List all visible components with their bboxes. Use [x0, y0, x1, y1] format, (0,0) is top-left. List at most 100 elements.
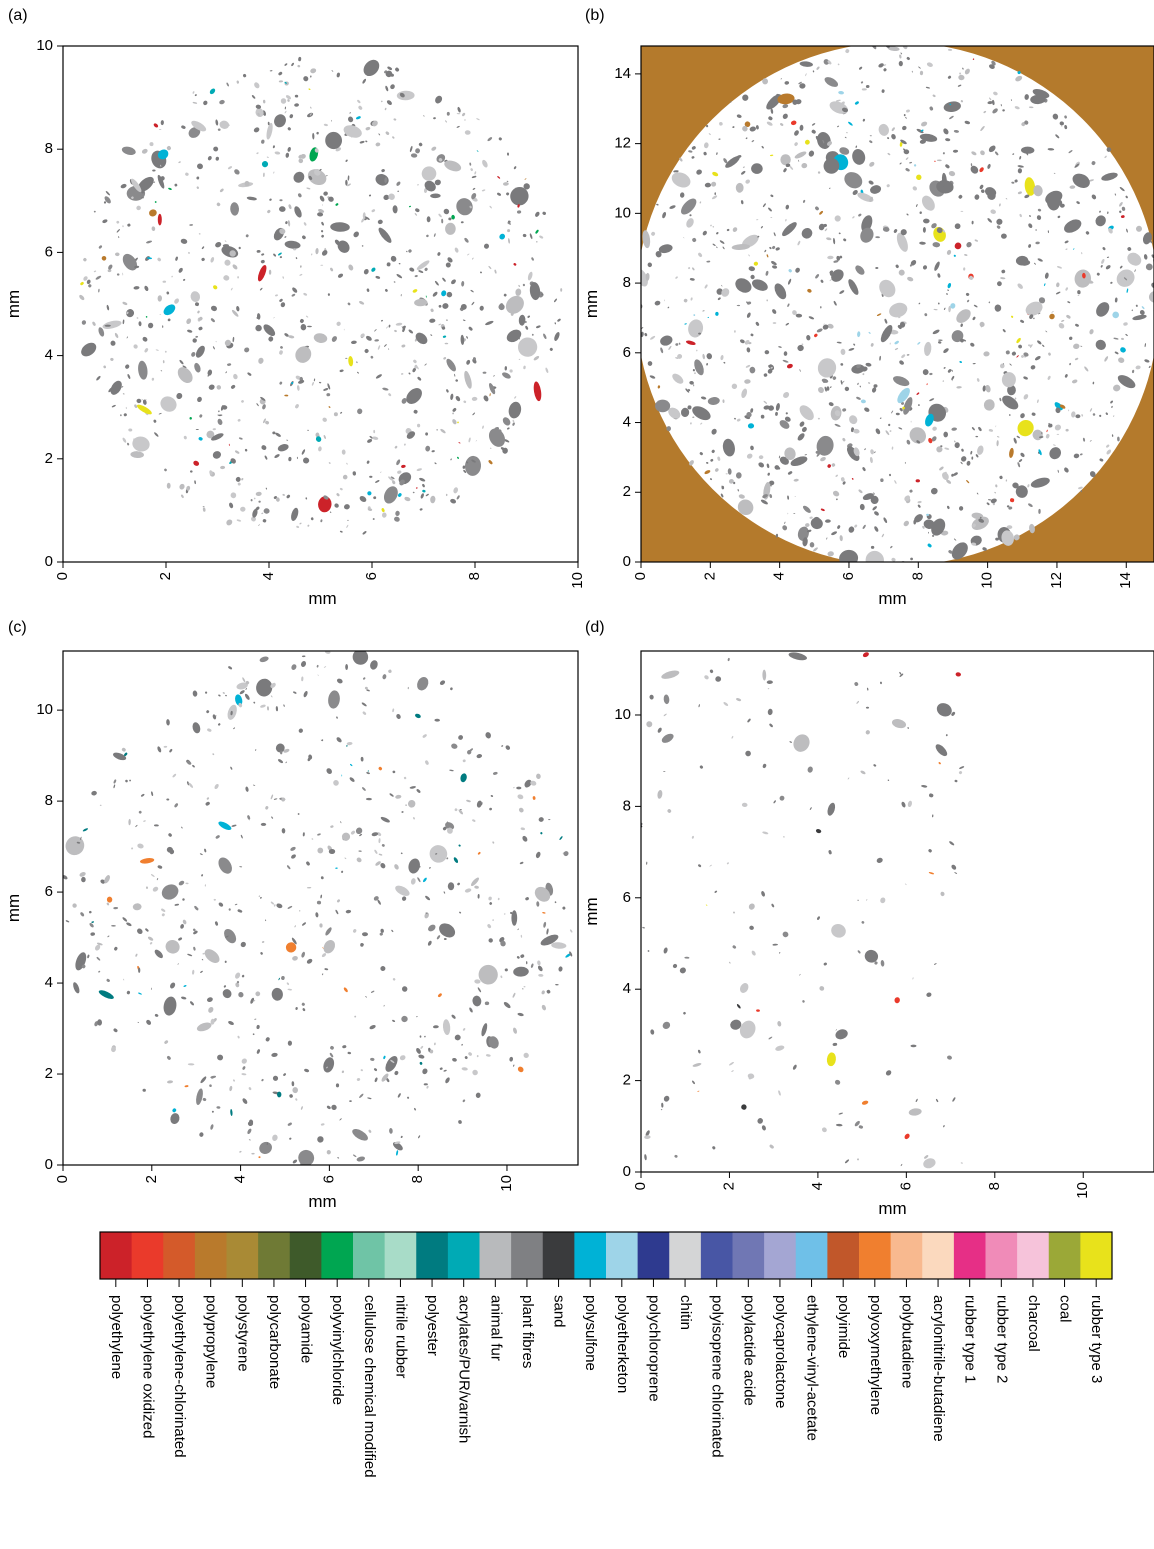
particle	[270, 901, 275, 905]
particle	[279, 228, 286, 235]
particle	[446, 291, 453, 298]
particle	[245, 786, 249, 792]
particle	[164, 1040, 169, 1044]
particle	[675, 357, 679, 359]
particle	[1020, 413, 1025, 419]
particle	[399, 92, 405, 98]
x-tick-label: 12	[1048, 572, 1065, 589]
particle	[187, 781, 190, 786]
particle	[337, 899, 340, 903]
particle	[1033, 185, 1043, 197]
particle	[373, 896, 379, 901]
particle	[187, 953, 193, 957]
particle	[1080, 345, 1083, 347]
particle	[1144, 343, 1146, 348]
legend-label: polyetherketon	[614, 1295, 631, 1393]
particle	[110, 357, 114, 361]
particle	[822, 324, 829, 330]
particle	[760, 499, 768, 505]
particle	[947, 282, 952, 289]
particle	[193, 930, 198, 935]
particle	[284, 236, 287, 238]
particle	[507, 222, 512, 225]
particle	[506, 152, 510, 156]
particle	[207, 156, 212, 161]
particle	[951, 427, 957, 431]
particle	[782, 222, 797, 237]
particle	[957, 84, 962, 87]
particle	[517, 1066, 524, 1073]
particle	[153, 419, 157, 423]
particle	[325, 927, 332, 936]
particle	[1120, 215, 1125, 219]
particle	[869, 456, 873, 464]
particle	[799, 405, 814, 421]
particle	[900, 561, 905, 562]
particle	[300, 153, 306, 159]
particle	[987, 101, 993, 105]
particle	[207, 375, 210, 377]
particle	[546, 989, 551, 994]
particle	[785, 163, 791, 168]
particle	[1044, 272, 1049, 279]
legend-swatch	[953, 1232, 986, 1279]
particle	[433, 233, 436, 237]
particle	[827, 464, 831, 468]
particle	[361, 245, 364, 247]
particle	[520, 934, 523, 938]
particle	[783, 836, 785, 838]
particle	[862, 373, 865, 376]
particle	[210, 257, 215, 263]
particle	[497, 897, 500, 901]
particle	[694, 372, 696, 375]
particle	[314, 148, 319, 153]
particle	[383, 194, 390, 201]
particle	[545, 367, 549, 374]
particle	[276, 903, 283, 909]
particle	[304, 1068, 310, 1073]
particle	[761, 145, 764, 149]
particle	[273, 798, 278, 800]
particle	[951, 330, 964, 343]
particle	[790, 120, 797, 126]
particle	[153, 181, 156, 183]
particle	[856, 700, 859, 704]
particle	[834, 215, 841, 222]
particle	[499, 233, 506, 240]
y-tick-label: 6	[45, 883, 53, 900]
particle	[169, 849, 175, 855]
particle	[991, 191, 996, 197]
particle	[460, 303, 467, 310]
particle	[902, 125, 907, 131]
particle	[392, 1019, 396, 1022]
particle	[365, 797, 372, 801]
particle	[285, 761, 287, 764]
particle	[1001, 530, 1014, 546]
particle	[178, 880, 185, 886]
particle	[1024, 177, 1036, 196]
particle	[857, 331, 861, 338]
particle	[275, 294, 278, 297]
particle	[915, 479, 920, 483]
particle	[157, 746, 162, 753]
particle	[426, 1085, 429, 1089]
particle	[945, 734, 948, 737]
particle	[321, 250, 328, 256]
particle	[691, 156, 695, 159]
particle	[1056, 282, 1060, 288]
particle	[881, 89, 885, 93]
particle	[191, 120, 207, 132]
particle	[562, 906, 566, 910]
particle	[247, 815, 251, 820]
particle	[326, 768, 332, 774]
particle	[807, 766, 813, 773]
particle	[970, 450, 973, 455]
particle	[350, 830, 356, 835]
particle	[919, 211, 922, 214]
particle	[769, 154, 774, 157]
particle	[844, 172, 863, 189]
particle	[485, 320, 494, 326]
particle	[197, 396, 202, 403]
particle	[445, 924, 451, 929]
